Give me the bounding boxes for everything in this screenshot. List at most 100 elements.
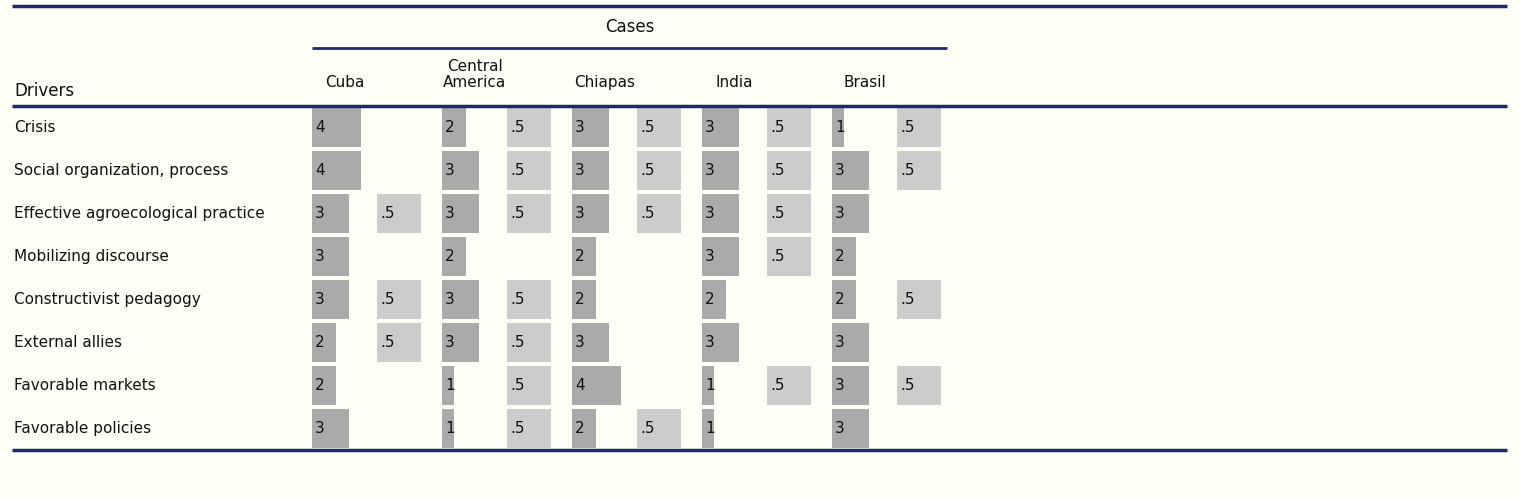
- Text: .5: .5: [380, 335, 395, 350]
- Text: .5: .5: [770, 249, 784, 264]
- Text: 3: 3: [445, 163, 454, 178]
- Text: 3: 3: [314, 421, 325, 436]
- Bar: [573, 409, 597, 448]
- Bar: [311, 409, 348, 448]
- Text: 2: 2: [314, 378, 325, 393]
- Bar: [573, 280, 597, 319]
- Bar: [442, 323, 478, 362]
- Text: Favorable markets: Favorable markets: [14, 378, 156, 393]
- Text: 3: 3: [835, 206, 845, 221]
- Text: 2: 2: [835, 292, 845, 307]
- Text: Constructivist pedagogy: Constructivist pedagogy: [14, 292, 201, 307]
- Bar: [767, 366, 811, 405]
- Bar: [573, 366, 621, 405]
- Text: 3: 3: [314, 292, 325, 307]
- Text: 2: 2: [835, 249, 845, 264]
- Text: Crisis: Crisis: [14, 120, 56, 135]
- Bar: [311, 366, 336, 405]
- Text: Central: Central: [447, 59, 503, 74]
- Bar: [702, 366, 714, 405]
- Bar: [311, 323, 336, 362]
- Text: .5: .5: [770, 163, 784, 178]
- Text: Drivers: Drivers: [14, 82, 74, 100]
- Bar: [442, 366, 454, 405]
- Bar: [311, 108, 362, 147]
- Text: 1: 1: [835, 120, 845, 135]
- Bar: [767, 151, 811, 190]
- Bar: [636, 409, 681, 448]
- Text: .5: .5: [899, 378, 914, 393]
- Text: .5: .5: [639, 120, 655, 135]
- Bar: [636, 194, 681, 233]
- Text: Mobilizing discourse: Mobilizing discourse: [14, 249, 169, 264]
- Bar: [442, 108, 466, 147]
- Text: .5: .5: [770, 378, 784, 393]
- Bar: [832, 366, 869, 405]
- Text: .5: .5: [510, 378, 524, 393]
- Text: .5: .5: [510, 120, 524, 135]
- Bar: [702, 108, 738, 147]
- Bar: [898, 108, 940, 147]
- Text: .5: .5: [639, 206, 655, 221]
- Bar: [832, 323, 869, 362]
- Bar: [702, 280, 726, 319]
- Bar: [702, 194, 738, 233]
- Text: 1: 1: [445, 421, 454, 436]
- Bar: [573, 323, 609, 362]
- Text: 3: 3: [576, 335, 585, 350]
- Bar: [377, 194, 421, 233]
- Bar: [442, 237, 466, 276]
- Bar: [573, 151, 609, 190]
- Text: 3: 3: [705, 335, 715, 350]
- Bar: [573, 108, 609, 147]
- Bar: [507, 108, 551, 147]
- Bar: [832, 280, 857, 319]
- Text: 2: 2: [576, 292, 585, 307]
- Bar: [832, 409, 869, 448]
- Text: .5: .5: [380, 206, 395, 221]
- Text: .5: .5: [639, 421, 655, 436]
- Text: 3: 3: [314, 206, 325, 221]
- Text: .5: .5: [510, 206, 524, 221]
- Text: 3: 3: [445, 206, 454, 221]
- Bar: [636, 108, 681, 147]
- Text: 3: 3: [835, 335, 845, 350]
- Text: 3: 3: [445, 335, 454, 350]
- Bar: [377, 323, 421, 362]
- Bar: [442, 194, 478, 233]
- Text: India: India: [715, 75, 753, 90]
- Text: .5: .5: [899, 163, 914, 178]
- Bar: [507, 151, 551, 190]
- Text: 2: 2: [705, 292, 714, 307]
- Text: 4: 4: [314, 163, 325, 178]
- Text: Favorable policies: Favorable policies: [14, 421, 150, 436]
- Bar: [832, 108, 845, 147]
- Bar: [507, 280, 551, 319]
- Text: 2: 2: [445, 120, 454, 135]
- Text: 1: 1: [705, 421, 714, 436]
- Bar: [832, 151, 869, 190]
- Bar: [702, 409, 714, 448]
- Bar: [442, 409, 454, 448]
- Text: .5: .5: [899, 292, 914, 307]
- Text: 3: 3: [705, 249, 715, 264]
- Text: 3: 3: [576, 120, 585, 135]
- Text: .5: .5: [510, 163, 524, 178]
- Bar: [636, 151, 681, 190]
- Bar: [311, 237, 348, 276]
- Bar: [702, 151, 738, 190]
- Text: Brasil: Brasil: [843, 75, 886, 90]
- Bar: [832, 194, 869, 233]
- Text: 2: 2: [445, 249, 454, 264]
- Text: 3: 3: [705, 120, 715, 135]
- Text: Cases: Cases: [605, 18, 655, 36]
- Bar: [442, 151, 478, 190]
- Text: 3: 3: [445, 292, 454, 307]
- Text: .5: .5: [770, 120, 784, 135]
- Bar: [767, 194, 811, 233]
- Text: Social organization, process: Social organization, process: [14, 163, 228, 178]
- Bar: [898, 280, 940, 319]
- Text: Effective agroecological practice: Effective agroecological practice: [14, 206, 264, 221]
- Text: 2: 2: [576, 421, 585, 436]
- Bar: [573, 237, 597, 276]
